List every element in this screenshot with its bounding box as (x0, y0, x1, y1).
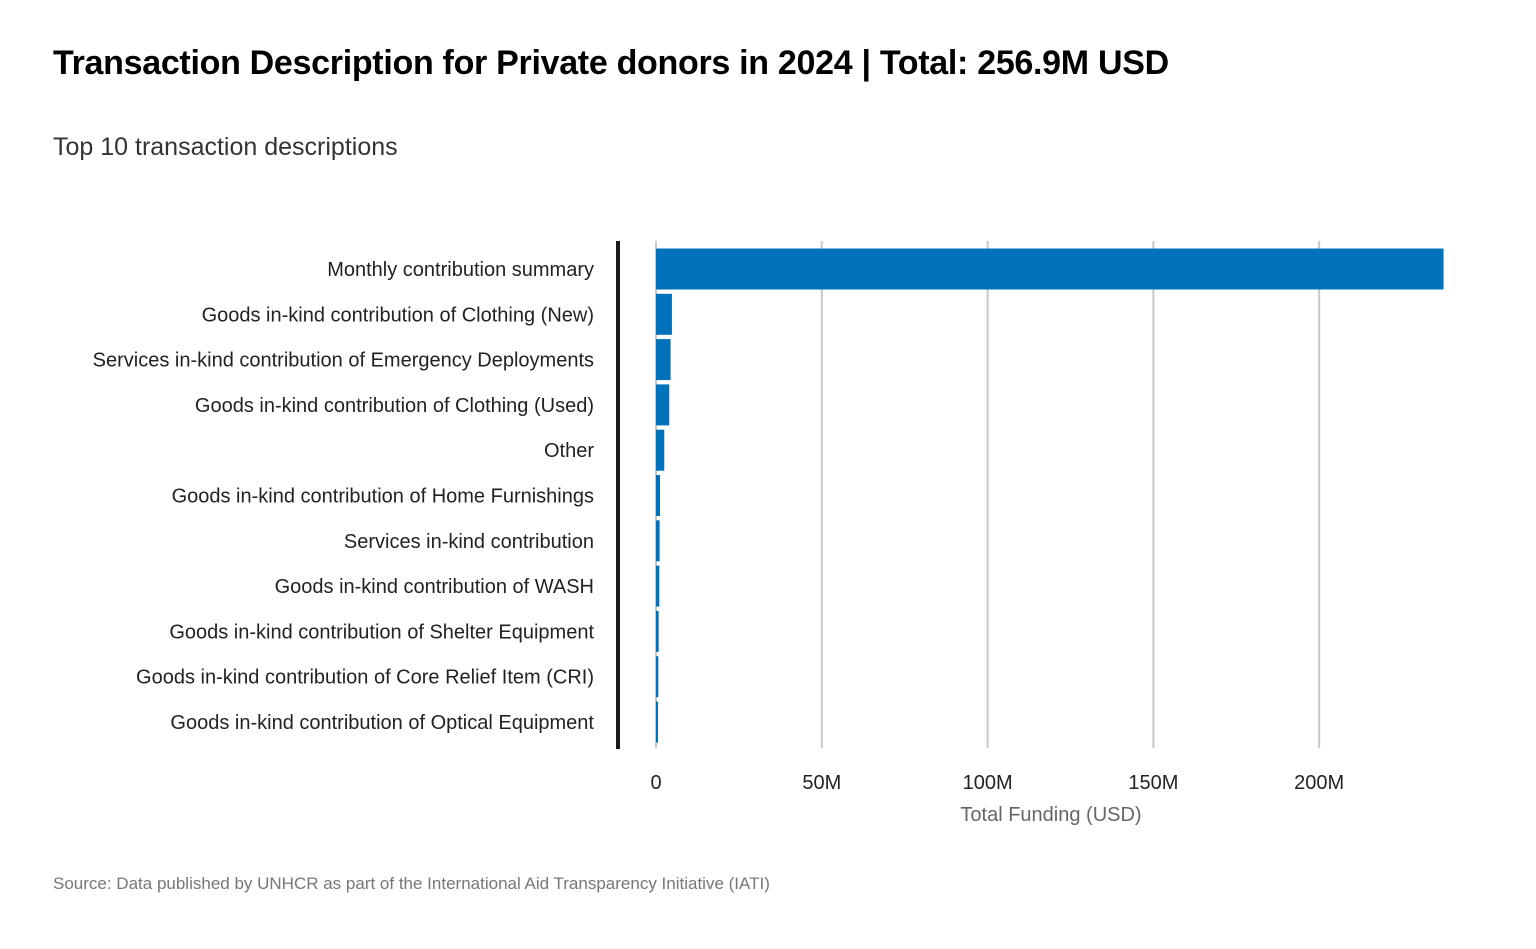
x-tick-label-100M: 100M (963, 772, 1013, 794)
x-tick-labels: 0 50M 100M 150M 200M (650, 772, 1344, 794)
category-label-11: Goods in-kind contribution of Optical Eq… (170, 712, 594, 734)
category-label-9: Goods in-kind contribution of Shelter Eq… (169, 621, 594, 643)
bars (656, 248, 1444, 743)
bar-4 (656, 384, 670, 426)
bar-10 (656, 656, 659, 698)
bar-2 (656, 293, 672, 335)
bar-5 (656, 429, 665, 471)
x-tick-label-0: 0 (650, 772, 661, 794)
bar-6 (656, 475, 660, 516)
gridlines (655, 241, 1321, 748)
category-label-5: Other (544, 440, 594, 462)
category-label-2: Goods in-kind contribution of Clothing (… (202, 304, 594, 326)
category-label-8: Goods in-kind contribution of WASH (275, 576, 594, 598)
x-tick-label-150M: 150M (1128, 772, 1178, 794)
bar-11 (656, 701, 658, 743)
bar-7 (656, 520, 660, 562)
category-label-1: Monthly contribution summary (327, 259, 594, 281)
category-label-4: Goods in-kind contribution of Clothing (… (195, 395, 594, 417)
x-tick-label-200M: 200M (1294, 772, 1344, 794)
category-label-3: Services in-kind contribution of Emergen… (93, 350, 594, 372)
category-label-6: Goods in-kind contribution of Home Furni… (172, 486, 594, 508)
category-labels: Monthly contribution summary Goods in-kin… (93, 259, 595, 734)
x-tick-label-50M: 50M (802, 772, 841, 794)
bar-8 (656, 565, 660, 607)
chart-subtitle: Top 10 transaction descriptions (53, 133, 398, 161)
bar-3 (656, 339, 671, 381)
source-note: Source: Data published by UNHCR as part … (53, 874, 770, 893)
chart-title: Transaction Description for Private dono… (53, 44, 1169, 82)
bar-9 (656, 610, 659, 652)
bar-1 (656, 248, 1444, 290)
x-axis-title: Total Funding (USD) (960, 804, 1141, 826)
category-label-10: Goods in-kind contribution of Core Relie… (136, 667, 594, 689)
category-label-7: Services in-kind contribution (344, 531, 594, 553)
